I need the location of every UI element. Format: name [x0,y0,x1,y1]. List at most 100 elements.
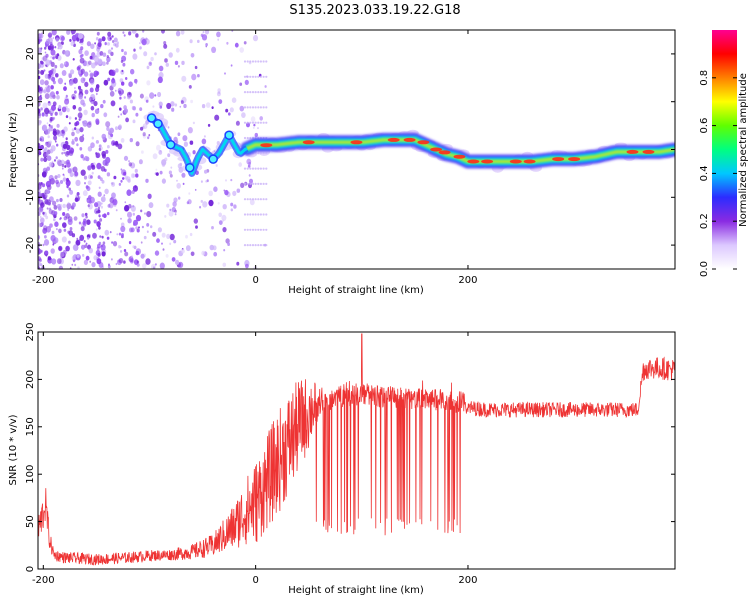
noise-speckle [85,255,90,261]
noise-speckle [123,108,128,114]
noise-speckle [259,244,262,247]
noise-speckle [249,178,253,184]
noise-speckle [90,43,95,50]
noise-speckle [124,204,130,212]
noise-speckle [43,69,46,72]
noise-speckle [106,172,111,177]
noise-speckle [262,60,265,63]
noise-speckle [121,233,124,237]
noise-speckle [251,60,255,63]
noise-speckle [120,69,125,75]
noise-speckle [71,205,75,209]
noise-speckle [82,120,85,124]
noise-speckle [257,91,260,94]
noise-speckle [115,68,119,73]
noise-speckle [236,261,240,266]
ridge-node [224,130,234,140]
noise-speckle [88,247,94,254]
noise-speckle [146,211,152,218]
spectrogram-ylabel: Frequency (Hz) [8,112,19,188]
noise-speckle [128,160,130,163]
noise-speckle [135,33,139,38]
noise-speckle [64,61,67,65]
noise-speckle [61,163,65,168]
noise-speckle [49,117,53,121]
noise-speckle [53,211,58,216]
noise-speckle [38,261,41,267]
noise-speckle [88,203,93,210]
noise-speckle [76,237,79,241]
noise-speckle [45,142,49,146]
y-tick-label: 20 [25,48,36,61]
noise-speckle [44,250,49,255]
ridge-peak [552,157,565,162]
noise-speckle [211,226,214,230]
noise-speckle [79,135,85,143]
noise-speckle [75,179,81,187]
noise-speckle [190,251,195,257]
spectrogram-panel: -200 0 200 -20 -10 0 10 20 Height of straight l… [8,29,676,296]
noise-speckle [87,180,92,186]
noise-speckle [66,202,72,210]
noise-speckle [79,54,83,58]
noise-speckle [243,213,247,216]
noise-speckle [163,41,167,45]
noise-speckle [55,90,59,95]
noise-speckle [106,61,109,65]
noise-speckle [79,41,81,44]
noise-speckle [100,202,103,205]
noise-speckle [54,175,58,180]
noise-speckle [58,265,63,269]
noise-speckle [120,168,123,171]
noise-speckle [79,73,82,77]
x-tick-label: 0 [252,575,258,586]
noise-speckle [128,241,132,245]
noise-speckle [108,202,114,209]
noise-speckle [104,42,107,46]
noise-speckle [45,215,49,220]
noise-speckle [72,105,77,110]
x-tick-label: -200 [32,275,55,286]
noise-speckle [130,205,136,212]
noise-speckle [42,124,48,131]
noise-speckle [228,112,231,116]
noise-speckle [44,93,50,100]
noise-speckle [107,42,110,46]
noise-speckle [86,197,92,204]
spectrogram-xlabel: Height of straight line (km) [288,285,424,296]
noise-speckle [47,32,53,38]
y-tick-label: 10 [25,95,36,108]
noise-speckle [125,77,128,80]
noise-speckle [95,210,98,214]
noise-speckle [164,215,167,218]
noise-speckle [124,201,127,204]
noise-speckle [176,179,178,182]
noise-speckle [109,127,114,134]
noise-speckle [101,179,105,184]
noise-speckle [99,51,104,56]
noise-speckle [107,49,112,54]
noise-speckle [254,106,257,109]
noise-speckle [44,235,47,239]
noise-speckle [74,263,77,267]
noise-speckle [226,41,229,45]
noise-speckle [43,90,47,94]
noise-speckle [50,112,53,116]
noise-speckle [95,37,99,41]
noise-speckle [79,234,85,241]
noise-speckle [111,241,114,244]
noise-speckle [239,105,245,112]
noise-speckle [65,213,70,219]
noise-speckle [105,121,111,128]
noise-speckle [192,121,195,125]
noise-speckle [56,159,62,166]
noise-speckle [45,128,50,135]
noise-speckle [254,213,257,216]
noise-speckle [185,245,191,252]
noise-speckle [95,152,98,155]
noise-speckle [194,188,197,191]
noise-speckle [97,175,101,180]
noise-speckle [65,115,69,119]
noise-speckle [101,36,106,42]
noise-speckle [165,62,169,67]
